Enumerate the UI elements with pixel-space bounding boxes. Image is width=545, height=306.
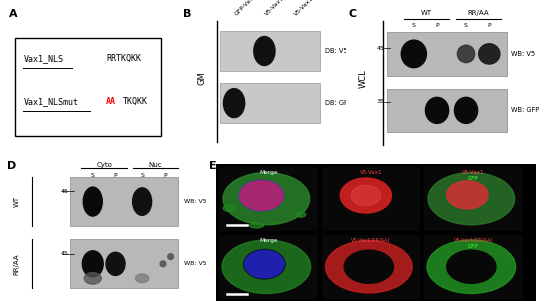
Text: RR/AA: RR/AA	[468, 10, 489, 17]
Ellipse shape	[222, 240, 311, 293]
Ellipse shape	[239, 180, 283, 211]
FancyBboxPatch shape	[424, 235, 523, 299]
Ellipse shape	[426, 97, 449, 123]
Text: E: E	[209, 161, 217, 171]
Text: P: P	[114, 173, 117, 177]
Text: P: P	[163, 173, 167, 177]
Ellipse shape	[245, 251, 284, 278]
Ellipse shape	[223, 205, 235, 211]
Text: V5-Vax1: V5-Vax1	[462, 170, 485, 175]
Text: Cyto: Cyto	[96, 162, 112, 169]
Text: Merge: Merge	[259, 170, 277, 175]
Text: RRTKQKK: RRTKQKK	[106, 54, 141, 63]
Ellipse shape	[223, 173, 310, 225]
Ellipse shape	[479, 44, 500, 64]
Ellipse shape	[401, 40, 426, 68]
Ellipse shape	[427, 240, 516, 293]
Text: S: S	[91, 173, 95, 177]
Text: V5-Vax1: V5-Vax1	[264, 0, 286, 17]
Ellipse shape	[455, 97, 477, 123]
FancyBboxPatch shape	[70, 177, 178, 226]
Ellipse shape	[106, 252, 125, 275]
FancyBboxPatch shape	[220, 83, 320, 123]
Ellipse shape	[344, 250, 393, 283]
FancyBboxPatch shape	[322, 167, 420, 230]
Ellipse shape	[83, 187, 102, 216]
FancyBboxPatch shape	[387, 89, 507, 132]
Text: WB: V5: WB: V5	[184, 261, 207, 266]
Text: A: A	[9, 9, 17, 19]
Text: V5-Vax1(RR/AA): V5-Vax1(RR/AA)	[351, 238, 391, 243]
Text: GFP: GFP	[468, 176, 479, 181]
Ellipse shape	[340, 178, 391, 213]
FancyBboxPatch shape	[70, 239, 178, 289]
Ellipse shape	[84, 273, 101, 284]
Text: V5-Vax1(RR/AA): V5-Vax1(RR/AA)	[293, 0, 331, 17]
Text: RR/AA: RR/AA	[14, 253, 20, 275]
Text: GM: GM	[198, 72, 207, 85]
Text: 45: 45	[60, 251, 68, 256]
Ellipse shape	[132, 188, 152, 215]
Text: AA: AA	[106, 97, 116, 106]
Text: DB: V5: DB: V5	[325, 48, 348, 54]
Text: 45: 45	[60, 189, 68, 194]
Ellipse shape	[447, 250, 496, 283]
Ellipse shape	[160, 261, 166, 267]
Text: D: D	[7, 161, 16, 171]
Text: P: P	[435, 24, 439, 28]
Text: V5-Vax1: V5-Vax1	[360, 170, 382, 175]
Text: Vax1_NLSmut: Vax1_NLSmut	[23, 97, 78, 106]
Ellipse shape	[325, 241, 412, 293]
Ellipse shape	[244, 249, 285, 279]
Ellipse shape	[351, 185, 380, 206]
Ellipse shape	[223, 89, 245, 118]
Text: GFP: GFP	[468, 244, 479, 249]
Ellipse shape	[240, 181, 283, 210]
Text: Vax1_NLS: Vax1_NLS	[23, 54, 63, 63]
Text: 35: 35	[377, 99, 385, 104]
FancyBboxPatch shape	[15, 38, 161, 136]
Text: C: C	[348, 9, 356, 19]
FancyBboxPatch shape	[216, 164, 536, 301]
Text: B: B	[183, 9, 191, 19]
Ellipse shape	[428, 173, 514, 225]
FancyBboxPatch shape	[322, 235, 420, 299]
Text: WT: WT	[421, 10, 432, 17]
Ellipse shape	[447, 181, 488, 209]
Text: S: S	[140, 173, 144, 177]
Ellipse shape	[254, 36, 275, 65]
Text: 45: 45	[377, 46, 385, 50]
Text: WB: V5: WB: V5	[184, 199, 207, 204]
Text: P: P	[487, 24, 491, 28]
Ellipse shape	[457, 45, 475, 63]
Ellipse shape	[168, 254, 173, 259]
FancyBboxPatch shape	[219, 167, 318, 230]
Text: Nuc: Nuc	[149, 162, 162, 169]
FancyBboxPatch shape	[219, 235, 318, 299]
Text: S: S	[464, 24, 468, 28]
Text: V5-Vax1(RR/AA): V5-Vax1(RR/AA)	[453, 238, 493, 243]
Text: WCL: WCL	[359, 69, 368, 88]
Text: Merge: Merge	[259, 238, 277, 243]
Ellipse shape	[136, 274, 149, 283]
Text: WT: WT	[14, 196, 20, 207]
FancyBboxPatch shape	[424, 167, 523, 230]
Text: S: S	[412, 24, 416, 28]
Ellipse shape	[296, 212, 306, 217]
Ellipse shape	[82, 251, 103, 277]
Text: TKQKK: TKQKK	[123, 97, 148, 106]
FancyBboxPatch shape	[220, 31, 320, 71]
Text: WB: GFP: WB: GFP	[511, 107, 539, 113]
FancyBboxPatch shape	[387, 32, 507, 76]
Text: GFP-Vax1: GFP-Vax1	[234, 0, 258, 17]
Text: DB: GFP: DB: GFP	[325, 100, 352, 106]
Ellipse shape	[250, 223, 263, 228]
Text: WB: V5: WB: V5	[511, 51, 535, 57]
